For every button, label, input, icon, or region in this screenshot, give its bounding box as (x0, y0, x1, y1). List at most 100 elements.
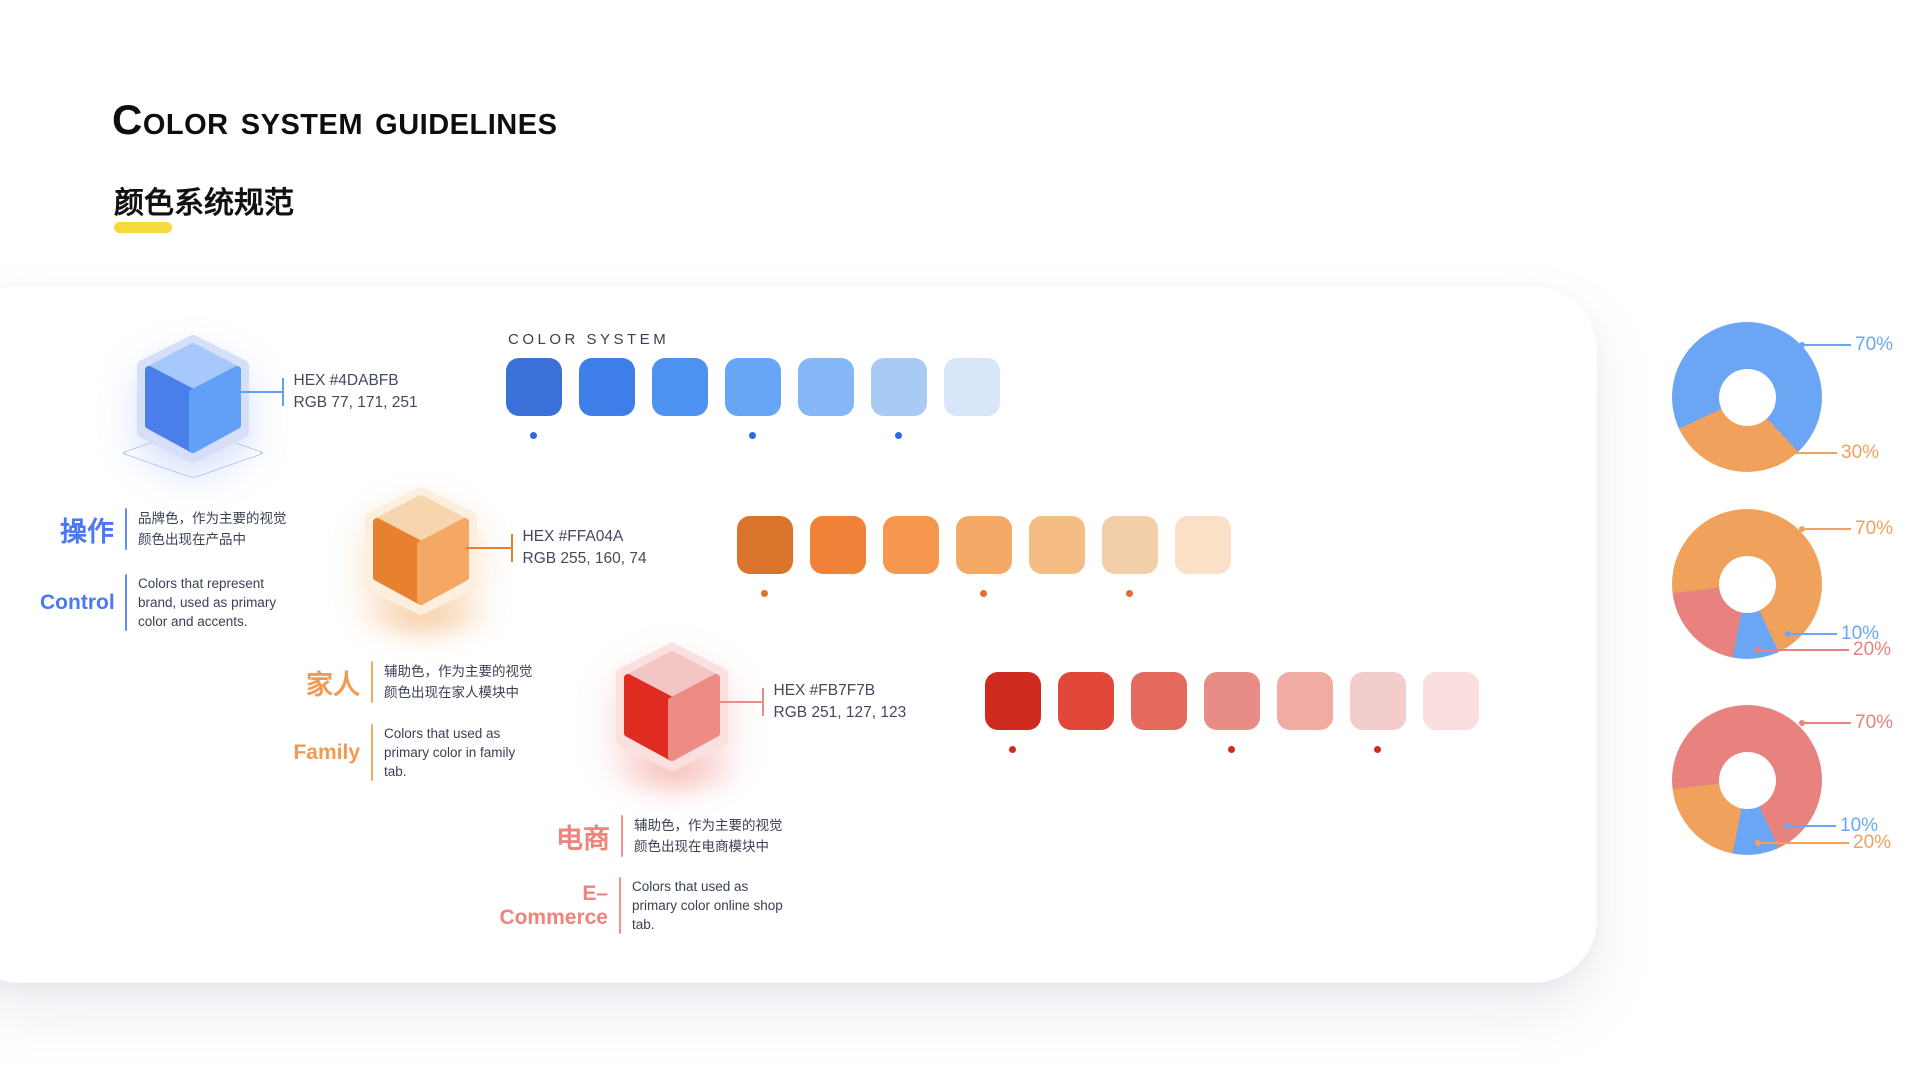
color-swatch (798, 358, 854, 416)
swatch-marker-dot (1126, 590, 1133, 597)
color-swatch (810, 516, 866, 574)
color-swatch (1350, 672, 1406, 730)
color-swatch (944, 358, 1000, 416)
ecommerce-zh-desc: 辅助色，作为主要的视觉 颜色出现在电商模块中 (634, 815, 783, 857)
label-line (1761, 842, 1849, 844)
donut-label: 10% (1785, 623, 1880, 644)
control-en-name: Control (40, 590, 115, 614)
control-usage-donut (1672, 322, 1822, 472)
label-text: 10% (1841, 623, 1880, 644)
label-text: 30% (1841, 442, 1880, 463)
label-dot (1799, 720, 1805, 726)
label-dot (1755, 840, 1761, 846)
ecommerce-cube-icon (592, 622, 752, 792)
color-swatch (1175, 516, 1231, 574)
desc-line: 颜色出现在产品中 (138, 532, 246, 547)
donut-hole (1718, 751, 1776, 809)
divider (371, 661, 373, 703)
divider (125, 574, 127, 631)
callout-line (228, 391, 282, 393)
color-swatch (652, 358, 708, 416)
color-swatch (1204, 672, 1260, 730)
ecommerce-usage-donut (1672, 705, 1822, 855)
color-swatch (725, 358, 781, 416)
desc-line: 颜色出现在家人模块中 (384, 685, 519, 700)
label-line (1805, 722, 1851, 724)
page-title: Color system guidelines (112, 96, 558, 143)
control-en-desc: Colors that represent brand, used as pri… (138, 574, 276, 631)
donut-label: 70% (1799, 712, 1893, 733)
page-subtitle: 颜色系统规范 (114, 187, 294, 220)
control-rgb-value: RGB 77, 171, 251 (293, 394, 418, 411)
donut-label: 30% (1785, 442, 1880, 463)
family-rgb-value: RGB 255, 160, 74 (522, 550, 647, 567)
callout-tick (762, 688, 764, 716)
swatch-marker-dot (1374, 746, 1381, 753)
label-text: 10% (1840, 815, 1879, 836)
donut-label: 70% (1799, 334, 1894, 355)
section-label: COLOR SYSTEM (508, 331, 670, 348)
control-zh-desc: 品牌色，作为主要的视觉 颜色出现在产品中 (138, 508, 287, 550)
desc-line: 品牌色，作为主要的视觉 (138, 511, 287, 526)
family-zh-desc: 辅助色，作为主要的视觉 颜色出现在家人模块中 (384, 661, 533, 703)
color-swatch (985, 672, 1041, 730)
color-swatch (883, 516, 939, 574)
control-hex-rgb: HEX #4DABFB RGB 77, 171, 251 (294, 370, 418, 414)
color-swatch (737, 516, 793, 574)
subtitle-underline (114, 222, 172, 233)
callout-tick (511, 534, 513, 562)
color-swatch (1102, 516, 1158, 574)
donut-label: 70% (1799, 518, 1894, 539)
desc-line: primary color in family (384, 745, 516, 760)
label-dot (1785, 450, 1791, 456)
ecommerce-en-name: E–Commerce (499, 881, 608, 929)
color-swatch (1058, 672, 1114, 730)
donut-hole (1718, 368, 1776, 426)
callout-tick (282, 378, 284, 406)
desc-line: 颜色出现在电商模块中 (634, 839, 769, 854)
desc-line: Colors that represent (138, 576, 265, 591)
divider (621, 815, 623, 857)
desc-line: tab. (384, 764, 407, 779)
family-en-desc: Colors that used as primary color in fam… (384, 724, 515, 781)
ecommerce-en-block: E–Commerce Colors that used as primary c… (480, 877, 783, 934)
desc-line: 辅助色，作为主要的视觉 (634, 818, 783, 833)
family-zh-name: 家人 (306, 669, 360, 700)
control-en-block: Control Colors that represent brand, use… (40, 574, 276, 631)
ecommerce-en-desc: Colors that used as primary color online… (632, 877, 783, 934)
family-zh-block: 家人 辅助色，作为主要的视觉 颜色出现在家人模块中 (286, 661, 533, 703)
label-dot (1799, 526, 1805, 532)
label-line (1791, 633, 1837, 635)
control-zh-name: 操作 (60, 516, 114, 547)
desc-line: Colors that used as (632, 879, 749, 894)
swatch-marker-dot (980, 590, 987, 597)
family-usage-donut (1672, 509, 1822, 659)
ecommerce-zh-block: 电商 辅助色，作为主要的视觉 颜色出现在电商模块中 (536, 815, 783, 857)
label-text: 20% (1853, 639, 1892, 660)
label-text: 70% (1855, 518, 1894, 539)
color-swatch (956, 516, 1012, 574)
ecommerce-zh-name: 电商 (556, 823, 610, 854)
color-swatch (1277, 672, 1333, 730)
label-line (1761, 649, 1849, 651)
donut-label: 20% (1755, 639, 1892, 660)
desc-line: brand, used as primary (138, 595, 277, 610)
ecommerce-swatch-row (985, 672, 1479, 753)
label-dot (1755, 647, 1761, 653)
desc-line: Colors that used as (384, 726, 501, 741)
desc-line: 辅助色，作为主要的视觉 (384, 664, 533, 679)
divider (125, 508, 127, 550)
label-dot (1784, 823, 1790, 829)
label-text: 70% (1855, 334, 1894, 355)
color-swatch (579, 358, 635, 416)
desc-line: color and accents. (138, 614, 248, 629)
family-hex-callout: HEX #FFA04A RGB 255, 160, 74 (466, 526, 647, 570)
control-zh-block: 操作 品牌色，作为主要的视觉 颜色出现在产品中 (40, 508, 287, 550)
swatch-marker-dot (530, 432, 537, 439)
label-dot (1785, 631, 1791, 637)
family-en-block: Family Colors that used as primary color… (286, 724, 515, 781)
control-cube-icon (113, 314, 273, 484)
label-line (1790, 825, 1836, 827)
family-cube-icon (341, 466, 501, 636)
control-swatch-row (506, 358, 1000, 439)
